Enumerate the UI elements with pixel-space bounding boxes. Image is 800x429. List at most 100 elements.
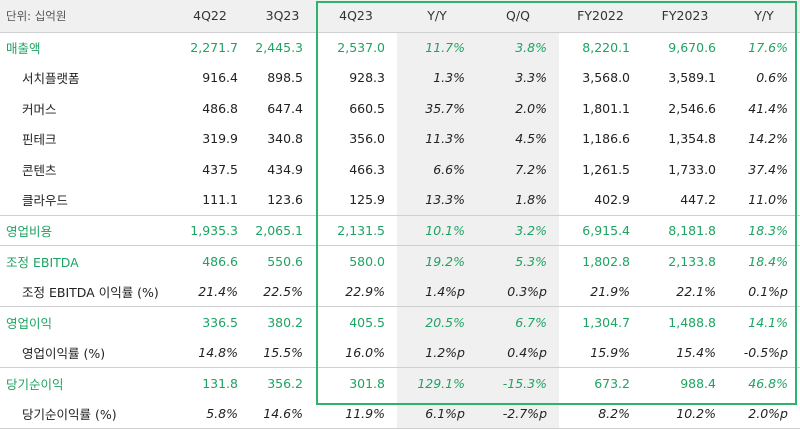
cell-adjusted-ebitda-3q23: 550.6 bbox=[267, 253, 303, 269]
cell-net-income-4q22: 131.8 bbox=[202, 375, 238, 391]
cell-search-platform-3q23: 898.5 bbox=[267, 70, 303, 86]
col-header-fy2022: FY2022 bbox=[559, 0, 642, 33]
cell-adjusted-ebitda-qtr-yoy: 19.2% bbox=[397, 245, 477, 276]
cell-net-margin-qtr-yoy: 6.1%p bbox=[397, 398, 477, 429]
col-header-fy-yoy: Y/Y bbox=[728, 0, 800, 33]
cell-net-income-fy2022: 673.2 bbox=[594, 375, 630, 391]
cell-revenue-fy-yoy: 17.6% bbox=[748, 40, 788, 55]
cell-search-platform-fy-yoy: 0.6% bbox=[756, 70, 788, 86]
table-row-search-platform: 서치플랫폼 916.4 898.5 928.3 1.3% 3.3% 3,568.0 3,589… bbox=[0, 62, 800, 93]
cell-revenue-fy2023: 9,670.6 bbox=[668, 40, 716, 55]
cell-content-fy2022: 1,261.5 bbox=[582, 161, 630, 177]
cell-search-platform-fy2022: 3,568.0 bbox=[582, 70, 630, 86]
cell-net-income-3q23: 356.2 bbox=[267, 375, 303, 391]
cell-net-margin-4q23: 11.9% bbox=[315, 398, 397, 429]
cell-adjusted-ebitda-4q23: 580.0 bbox=[349, 253, 385, 269]
cell-search-platform-qoq: 3.3% bbox=[477, 62, 559, 93]
cell-operating-margin-qoq: 0.4%p bbox=[477, 337, 559, 368]
cell-adjusted-ebitda-fy-yoy: 18.4% bbox=[748, 253, 788, 269]
cell-search-platform-fy2023: 3,589.1 bbox=[668, 70, 716, 86]
unit-label: 단위: 십억원 bbox=[0, 0, 170, 33]
row-label-operating-margin: 영업이익률 (%) bbox=[0, 337, 170, 368]
cell-adjusted-ebitda-margin-fy2023: 22.1% bbox=[642, 276, 728, 307]
cell-adjusted-ebitda-margin-qtr-yoy: 1.4%p bbox=[397, 276, 477, 307]
cell-operating-margin-3q23: 15.5% bbox=[250, 337, 315, 368]
table-row-commerce: 커머스 486.8 647.4 660.5 35.7% 2.0% 1,801.1 2,546.… bbox=[0, 93, 800, 124]
cell-operating-expenses-fy2023: 8,181.8 bbox=[642, 215, 728, 246]
row-label-cloud: 클라우드 bbox=[0, 184, 170, 216]
cell-net-income-qtr-yoy: 129.1% bbox=[397, 367, 477, 398]
cell-operating-expenses-4q23: 2,131.5 bbox=[315, 215, 397, 246]
cell-fintech-fy2023: 1,354.8 bbox=[668, 131, 716, 147]
cell-commerce-4q23: 660.5 bbox=[349, 100, 385, 116]
cell-commerce-fy2022: 1,801.1 bbox=[582, 100, 630, 116]
cell-net-income-fy2023: 988.4 bbox=[680, 375, 716, 391]
cell-net-margin-fy-yoy: 2.0%p bbox=[728, 398, 800, 429]
cell-fintech-3q23: 340.8 bbox=[267, 131, 303, 147]
cell-operating-expenses-4q22: 1,935.3 bbox=[170, 215, 250, 246]
cell-fintech-fy2022: 1,186.6 bbox=[582, 131, 630, 147]
col-header-4q23: 4Q23 bbox=[315, 0, 397, 33]
cell-adjusted-ebitda-margin-3q23: 22.5% bbox=[250, 276, 315, 307]
cell-revenue-3q23: 2,445.3 bbox=[255, 40, 303, 55]
table-row-net-income: 당기순이익 131.8 356.2 301.8 129.1% -15.3% 673.2 988… bbox=[0, 367, 800, 398]
cell-search-platform-qtr-yoy: 1.3% bbox=[397, 62, 477, 93]
cell-operating-profit-fy-yoy: 14.1% bbox=[748, 314, 788, 330]
cell-cloud-fy2023: 447.2 bbox=[642, 184, 728, 216]
row-label-content: 콘텐츠 bbox=[22, 162, 57, 178]
cell-content-fy2023: 1,733.0 bbox=[668, 161, 716, 177]
cell-commerce-fy-yoy: 41.4% bbox=[748, 100, 788, 116]
table-row-revenue: 매출액 2,271.7 2,445.3 2,537.0 11.7% 3.8% 8,220.1… bbox=[0, 32, 800, 63]
cell-operating-profit-fy2022: 1,304.7 bbox=[582, 314, 630, 330]
row-label-operating-profit: 영업이익 bbox=[6, 315, 53, 331]
cell-operating-profit-qoq: 6.7% bbox=[477, 306, 559, 337]
cell-adjusted-ebitda-margin-qoq: 0.3%p bbox=[477, 276, 559, 307]
cell-fintech-4q23: 356.0 bbox=[349, 131, 385, 147]
cell-net-income-qoq: -15.3% bbox=[477, 367, 559, 398]
table-row-cloud: 클라우드 111.1 123.6 125.9 13.3% 1.8% 402.9 447.2 11… bbox=[0, 184, 800, 216]
cell-operating-profit-3q23: 380.2 bbox=[267, 314, 303, 330]
cell-cloud-3q23: 123.6 bbox=[250, 184, 315, 216]
cell-content-qoq: 7.2% bbox=[477, 154, 559, 185]
cell-net-margin-3q23: 14.6% bbox=[250, 398, 315, 429]
cell-revenue-qtr-yoy: 11.7% bbox=[397, 32, 477, 63]
cell-search-platform-4q23: 928.3 bbox=[349, 70, 385, 86]
cell-cloud-4q23: 125.9 bbox=[315, 184, 397, 216]
row-label-adjusted-ebitda: 조정 EBITDA bbox=[6, 254, 79, 270]
cell-adjusted-ebitda-margin-4q23: 22.9% bbox=[315, 276, 397, 307]
cell-operating-expenses-fy-yoy: 18.3% bbox=[728, 215, 800, 246]
cell-operating-expenses-qtr-yoy: 10.1% bbox=[397, 215, 477, 246]
cell-content-4q23: 466.3 bbox=[349, 161, 385, 177]
cell-net-margin-fy2023: 10.2% bbox=[642, 398, 728, 429]
row-label-search-platform: 서치플랫폼 bbox=[22, 71, 80, 87]
row-label-fintech: 핀테크 bbox=[22, 132, 57, 148]
row-label-net-income: 당기순이익 bbox=[6, 376, 64, 392]
cell-operating-margin-qtr-yoy: 1.2%p bbox=[397, 337, 477, 368]
cell-net-margin-fy2022: 8.2% bbox=[559, 398, 642, 429]
col-header-qtr-yoy: Y/Y bbox=[397, 0, 477, 33]
cell-content-4q22: 437.5 bbox=[202, 161, 238, 177]
cell-cloud-fy-yoy: 11.0% bbox=[728, 184, 800, 216]
cell-revenue-4q23: 2,537.0 bbox=[337, 40, 385, 55]
cell-operating-margin-fy-yoy: -0.5%p bbox=[728, 337, 800, 368]
col-header-qoq: Q/Q bbox=[477, 0, 559, 33]
col-header-4q22: 4Q22 bbox=[170, 0, 250, 33]
cell-revenue-qoq: 3.8% bbox=[477, 32, 559, 63]
cell-operating-expenses-qoq: 3.2% bbox=[477, 215, 559, 246]
cell-operating-margin-4q23: 16.0% bbox=[315, 337, 397, 368]
cell-content-3q23: 434.9 bbox=[267, 161, 303, 177]
table-row-fintech: 핀테크 319.9 340.8 356.0 11.3% 4.5% 1,186.6 1,354.… bbox=[0, 123, 800, 154]
cell-commerce-qtr-yoy: 35.7% bbox=[397, 93, 477, 124]
cell-fintech-4q22: 319.9 bbox=[202, 131, 238, 147]
col-header-3q23: 3Q23 bbox=[250, 0, 315, 33]
row-label-revenue: 매출액 bbox=[6, 41, 41, 56]
cell-fintech-qoq: 4.5% bbox=[477, 123, 559, 154]
cell-net-income-4q23: 301.8 bbox=[349, 375, 385, 391]
table-row-operating-profit: 영업이익 336.5 380.2 405.5 20.5% 6.7% 1,304.7 1,488… bbox=[0, 306, 800, 337]
cell-content-fy-yoy: 37.4% bbox=[748, 161, 788, 177]
cell-commerce-3q23: 647.4 bbox=[267, 100, 303, 116]
table-row-adjusted-ebitda-margin: 조정 EBITDA 이익률 (%) 21.4% 22.5% 22.9% 1.4%p 0.3… bbox=[0, 276, 800, 307]
cell-adjusted-ebitda-qoq: 5.3% bbox=[477, 245, 559, 276]
cell-operating-margin-4q22: 14.8% bbox=[170, 337, 250, 368]
